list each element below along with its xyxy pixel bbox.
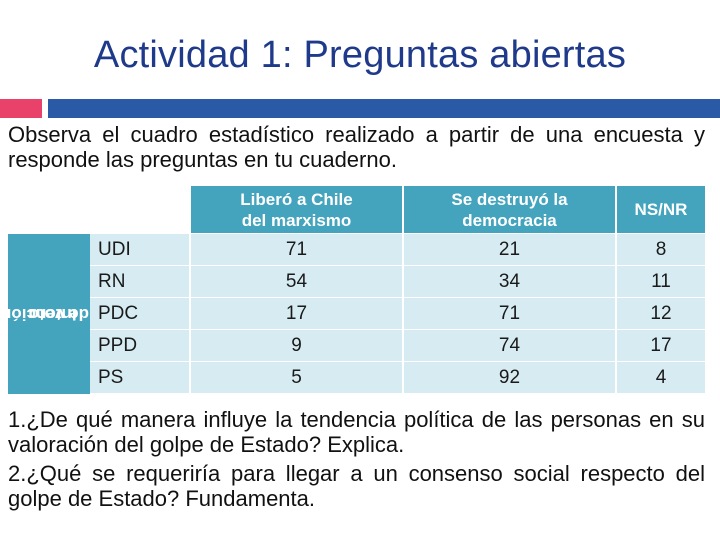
row-label: PDC bbox=[90, 298, 191, 330]
row-label: UDI bbox=[90, 234, 191, 266]
table-cell: 5 bbox=[191, 362, 404, 394]
column-header-line: del marxismo bbox=[241, 210, 352, 230]
row-group-label: Intención de voto bbox=[1, 234, 90, 394]
table-cell: 92 bbox=[404, 362, 617, 394]
row-group-label-line2: de voto bbox=[28, 305, 90, 324]
table-cell: 17 bbox=[617, 330, 705, 362]
column-header: Liberó a Chile del marxismo bbox=[191, 186, 404, 234]
question-2: 2.¿Qué se requeriría para llegar a un co… bbox=[8, 461, 705, 511]
table-cell: 4 bbox=[617, 362, 705, 394]
row-label: PS bbox=[90, 362, 191, 394]
column-header-line: NS/NR bbox=[634, 200, 688, 219]
table-grid: Liberó a Chile del marxismo Se destruyó … bbox=[90, 186, 705, 394]
row-group-bar bbox=[8, 234, 90, 394]
row-label: PPD bbox=[90, 330, 191, 362]
table-cell: 11 bbox=[617, 266, 705, 298]
question-1: 1.¿De qué manera influye la tendencia po… bbox=[8, 407, 705, 457]
table-cell: 8 bbox=[617, 234, 705, 266]
table-cell: 74 bbox=[404, 330, 617, 362]
accent-bar-blue bbox=[48, 99, 720, 118]
table-cell: 71 bbox=[404, 298, 617, 330]
column-header-line: democracia bbox=[462, 210, 557, 230]
column-header: Se destruyó la democracia bbox=[404, 186, 617, 234]
table-cell: 34 bbox=[404, 266, 617, 298]
row-label: RN bbox=[90, 266, 191, 298]
column-header-line: Se destruyó la bbox=[451, 189, 568, 209]
survey-table: Intención de voto Liberó a Chile del mar… bbox=[1, 186, 705, 394]
table-cell: 17 bbox=[191, 298, 404, 330]
table-cell: 71 bbox=[191, 234, 404, 266]
table-cell: 54 bbox=[191, 266, 404, 298]
column-header-line: Liberó a Chile bbox=[240, 189, 353, 209]
accent-bar-red bbox=[0, 99, 42, 118]
questions-list: 1.¿De qué manera influye la tendencia po… bbox=[8, 407, 705, 515]
table-cell: 12 bbox=[617, 298, 705, 330]
intro-text: Observa el cuadro estadístico realizado … bbox=[8, 122, 705, 172]
table-cell: 9 bbox=[191, 330, 404, 362]
slide-title: Actividad 1: Preguntas abiertas bbox=[93, 34, 627, 76]
column-header: NS/NR bbox=[617, 186, 705, 234]
table-cell: 21 bbox=[404, 234, 617, 266]
header-corner bbox=[90, 186, 191, 234]
